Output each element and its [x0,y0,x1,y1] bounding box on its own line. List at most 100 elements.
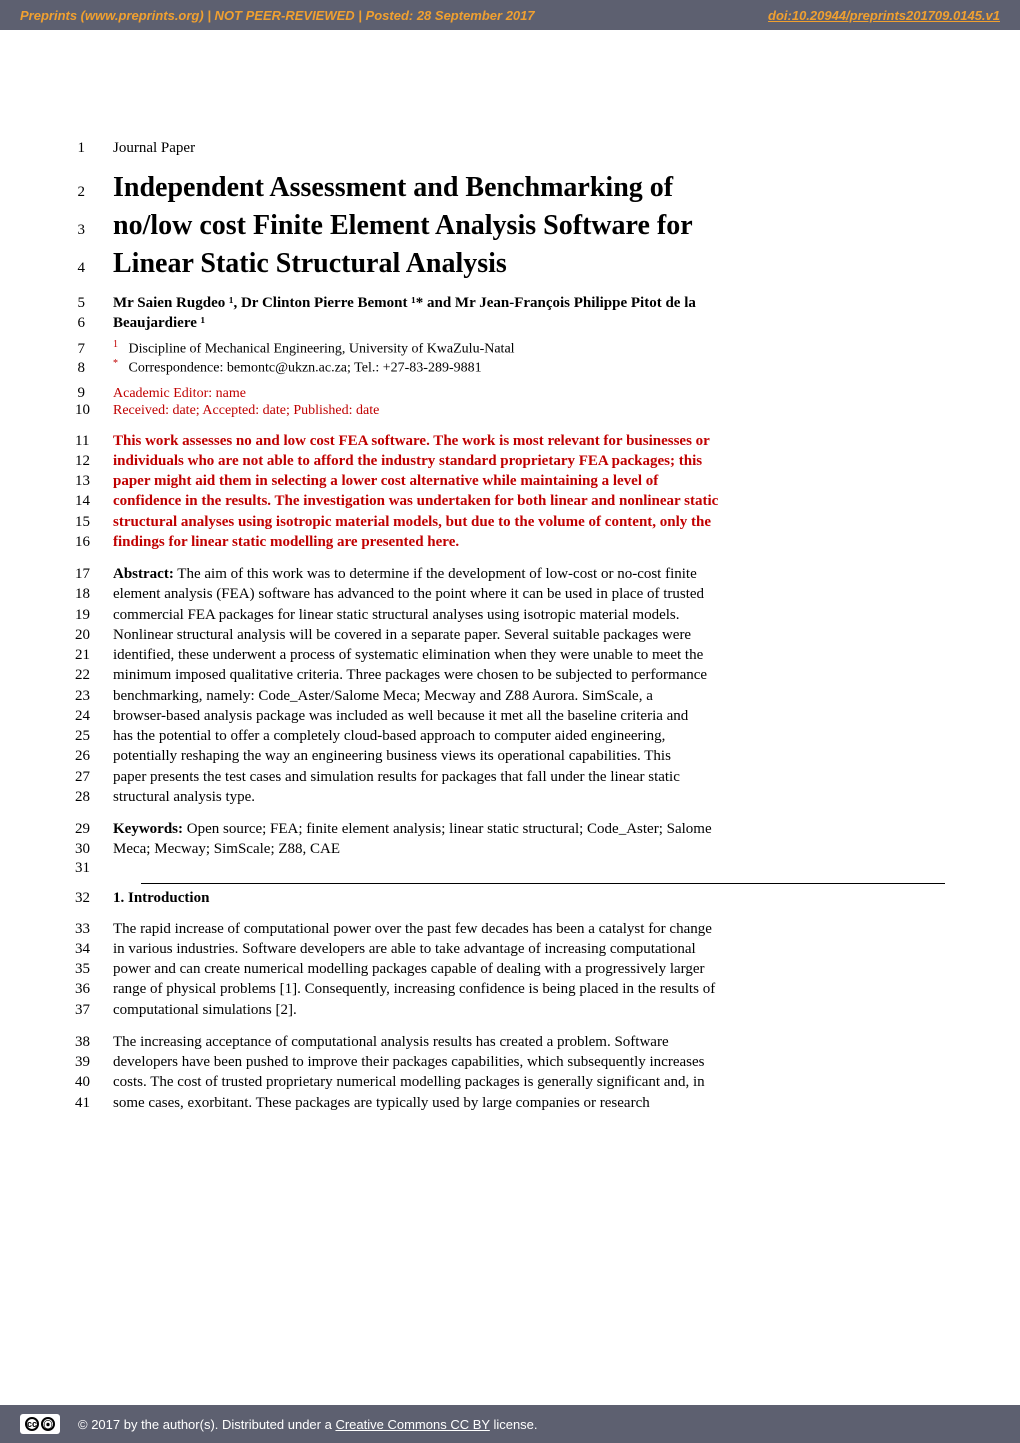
by-icon: ⦿ [41,1417,55,1431]
cc-icon: cc [25,1417,39,1431]
correspondence-text: Correspondence: bemontc@ukzn.ac.za; Tel.… [129,361,482,376]
affiliation-line: 1 Discipline of Mechanical Engineering, … [113,339,945,358]
abstract-line: identified, these underwent a process of… [113,645,945,665]
line-number: 27 [75,769,113,786]
abstract-line: browser-based analysis package was inclu… [113,706,945,726]
body-line: some cases, exorbitant. These packages a… [113,1093,945,1113]
line-number: 28 [75,789,113,806]
corr-superscript: * [113,358,118,369]
body-line: range of physical problems [1]. Conseque… [113,979,945,999]
summary-line: paper might aid them in selecting a lowe… [113,471,945,491]
line-number: 19 [75,607,113,624]
footer-text: © 2017 by the author(s). Distributed und… [78,1417,538,1432]
title-line: Independent Assessment and Benchmarking … [113,169,945,207]
keywords-line: Meca; Mecway; SimScale; Z88, CAE [113,839,945,859]
line-number: 11 [75,433,113,450]
abstract-line: potentially reshaping the way an enginee… [113,746,945,766]
doi-link[interactable]: doi:10.20944/preprints201709.0145.v1 [768,8,1000,23]
line-number: 34 [75,941,113,958]
line-number: 40 [75,1074,113,1091]
authors-line: Beaujardiere ¹ [113,314,945,334]
keywords-text: Open source; FEA; finite element analysi… [183,821,712,837]
body-line: in various industries. Software develope… [113,939,945,959]
body-line: computational simulations [2]. [113,1000,945,1020]
line-number: 37 [75,1002,113,1019]
cc-by-badge-icon: cc ⦿ [20,1414,60,1434]
abstract-line: has the potential to offer a completely … [113,726,945,746]
topbar-left: Preprints (www.preprints.org) | NOT PEER… [20,8,535,23]
body-line: power and can create numerical modelling… [113,959,945,979]
page-body: 1Journal Paper 2Independent Assessment a… [0,30,1020,1113]
line-number: 29 [75,821,113,838]
abstract-line: element analysis (FEA) software has adva… [113,584,945,604]
line-number: 39 [75,1054,113,1071]
line-number: 33 [75,921,113,938]
line-number: 12 [75,453,113,470]
keywords-line: Keywords: Open source; FEA; finite eleme… [113,819,945,839]
body-line: costs. The cost of trusted proprietary n… [113,1072,945,1092]
summary-line: This work assesses no and low cost FEA s… [113,431,945,451]
section-heading: 1. Introduction [113,890,945,907]
line-number: 26 [75,748,113,765]
abstract-text: The aim of this work was to determine if… [174,566,697,582]
abstract-label: Abstract: [113,566,174,582]
summary-line: individuals who are not able to afford t… [113,451,945,471]
line-number: 10 [75,402,113,419]
abstract-line: benchmarking, namely: Code_Aster/Salome … [113,686,945,706]
line-number: 14 [75,493,113,510]
line-number: 36 [75,981,113,998]
authors-line: Mr Saien Rugdeo ¹, Dr Clinton Pierre Bem… [113,294,945,314]
correspondence-line: * Correspondence: bemontc@ukzn.ac.za; Te… [113,358,945,377]
abstract-line: Abstract: The aim of this work was to de… [113,564,945,584]
summary-line: confidence in the results. The investiga… [113,491,945,511]
abstract-line: commercial FEA packages for linear stati… [113,605,945,625]
line-number: 15 [75,514,113,531]
line-number: 5 [75,295,113,312]
body-line: The increasing acceptance of computation… [113,1032,945,1052]
footer-post: license. [490,1417,538,1432]
license-footer: cc ⦿ © 2017 by the author(s). Distribute… [0,1405,1020,1443]
preprint-topbar: Preprints (www.preprints.org) | NOT PEER… [0,0,1020,30]
line-number: 6 [75,315,113,332]
line-number: 9 [75,385,113,402]
line-number: 2 [75,184,113,201]
abstract-line: Nonlinear structural analysis will be co… [113,625,945,645]
affil-superscript: 1 [113,339,118,350]
line-number: 21 [75,647,113,664]
abstract-line: minimum imposed qualitative criteria. Th… [113,665,945,685]
dates-line: Received: date; Accepted: date; Publishe… [113,403,945,419]
line-number: 41 [75,1095,113,1112]
line-number: 8 [75,360,113,377]
line-number: 23 [75,688,113,705]
paper-type: Journal Paper [113,140,945,157]
line-number: 35 [75,961,113,978]
affiliation-text: Discipline of Mechanical Engineering, Un… [129,342,515,357]
abstract-line: structural analysis type. [113,787,945,807]
title-line: Linear Static Structural Analysis [113,245,945,283]
line-number: 32 [75,890,113,907]
keywords-label: Keywords: [113,821,183,837]
line-number: 17 [75,566,113,583]
line-number: 24 [75,708,113,725]
line-number: 38 [75,1034,113,1051]
line-number: 4 [75,260,113,277]
footer-pre: © 2017 by the author(s). Distributed und… [78,1417,335,1432]
summary-line: structural analyses using isotropic mate… [113,512,945,532]
body-line: The rapid increase of computational powe… [113,919,945,939]
abstract-line: paper presents the test cases and simula… [113,767,945,787]
line-number: 31 [75,860,113,877]
horizontal-rule [141,883,945,884]
line-number: 13 [75,473,113,490]
line-number: 7 [75,341,113,358]
line-number: 1 [75,140,113,157]
line-number: 25 [75,728,113,745]
line-number: 30 [75,841,113,858]
line-number: 18 [75,586,113,603]
cc-license-link[interactable]: Creative Commons CC BY [335,1417,489,1432]
line-number: 20 [75,627,113,644]
line-number: 3 [75,222,113,239]
summary-line: findings for linear static modelling are… [113,532,945,552]
line-number: 22 [75,667,113,684]
title-line: no/low cost Finite Element Analysis Soft… [113,207,945,245]
academic-editor: Academic Editor: name [113,386,945,402]
